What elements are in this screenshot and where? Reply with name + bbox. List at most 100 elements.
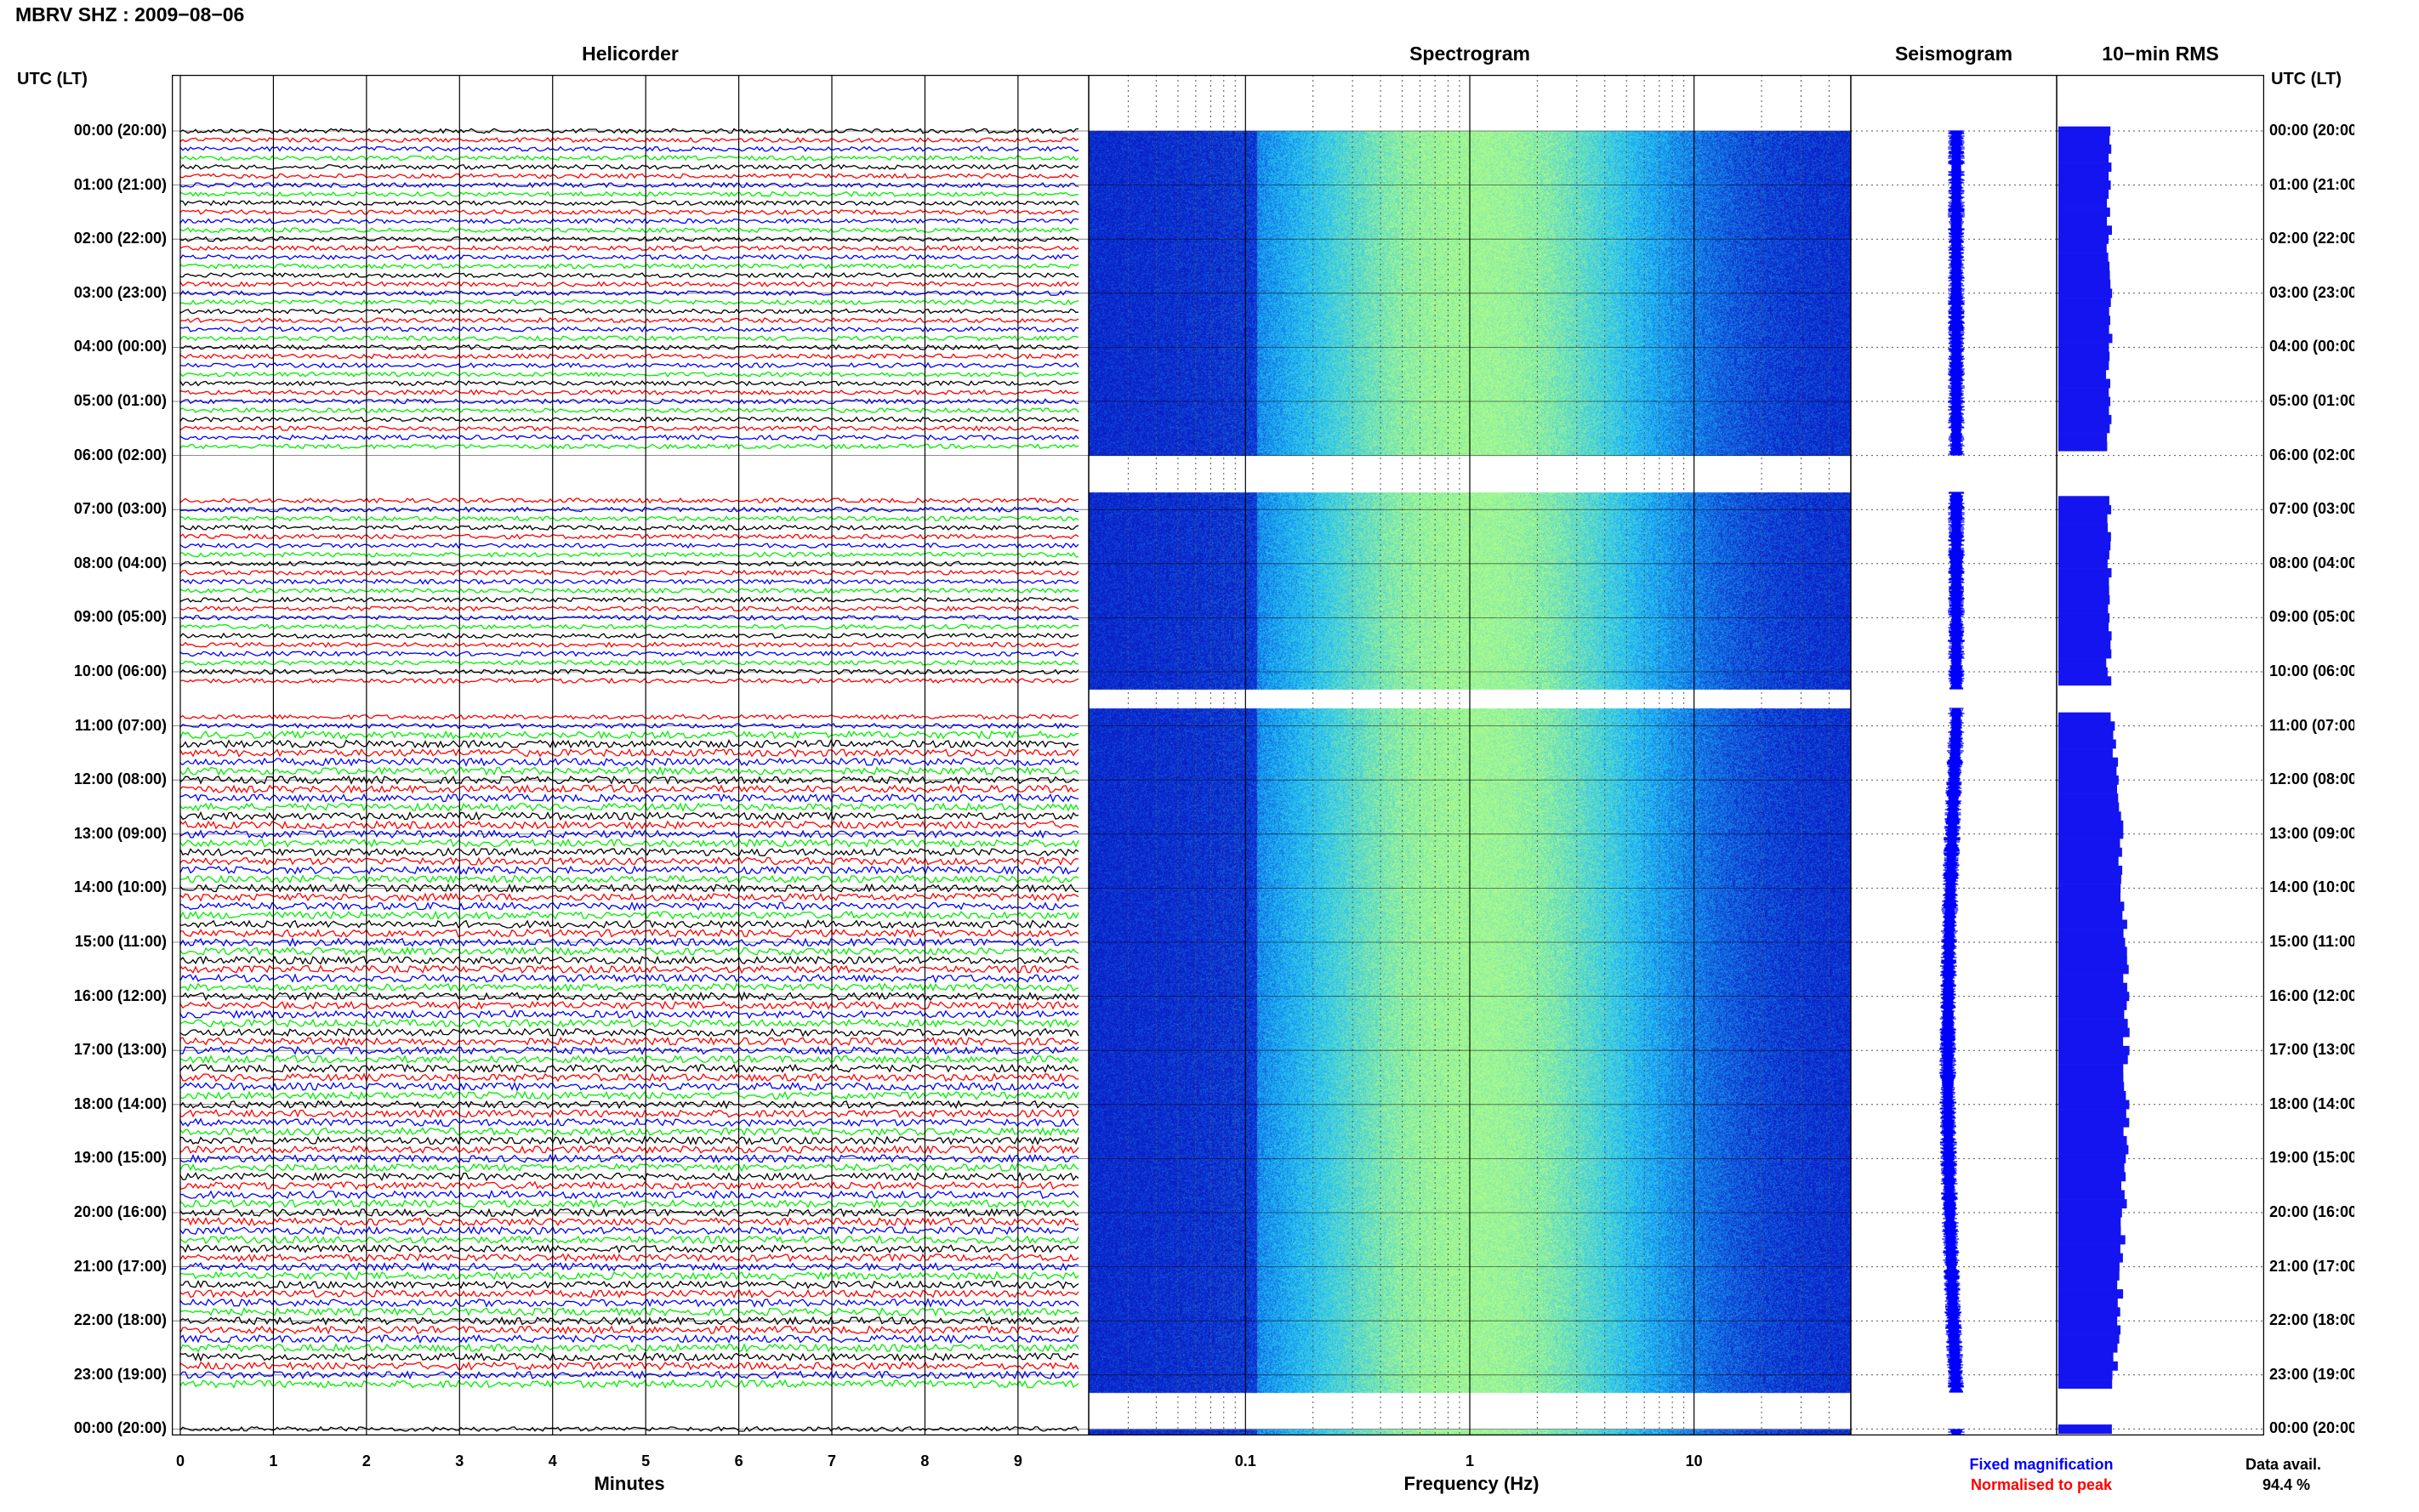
rms-bar [2058, 838, 2120, 848]
rms-bar [2058, 1090, 2126, 1100]
rms-bar [2058, 929, 2124, 938]
rms-bar [2058, 306, 2109, 316]
helicorder-x-tick-label: 4 [548, 1452, 557, 1469]
helicorder-plot [172, 75, 1089, 1435]
rms-bar [2058, 586, 2109, 596]
hour-label-left: 17:00 (13:00) [73, 1041, 167, 1059]
rms-bar [2058, 514, 2108, 524]
rms-bar [2058, 414, 2112, 424]
hour-label-right: 15:00 (11:00) [2269, 933, 2354, 950]
hour-label-right: 22:00 (18:00) [2269, 1311, 2354, 1329]
rms-bar [2058, 433, 2108, 442]
data-availability-value: 94.4 % [2262, 1476, 2311, 1493]
rms-bar [2058, 667, 2108, 677]
rms-bar [2058, 1352, 2114, 1362]
rms-bar [2058, 1172, 2126, 1182]
rms-bar [2058, 874, 2121, 884]
hour-label-right: 06:00 (02:00) [2269, 446, 2354, 463]
rms-bar [2058, 946, 2127, 957]
rms-bar [2058, 531, 2111, 542]
rms-bar [2058, 775, 2119, 785]
rms-bar [2058, 992, 2130, 1002]
seismogram-plot [1851, 130, 2057, 1435]
hour-label-left: 16:00 (12:00) [73, 986, 167, 1004]
spectrogram-title: Spectrogram [1409, 43, 1530, 65]
rms-bar [2058, 847, 2122, 857]
rms-bar [2058, 1208, 2122, 1218]
hour-label-left: 21:00 (17:00) [73, 1257, 167, 1275]
rms-bar [2058, 406, 2109, 416]
rms-bar [2058, 1082, 2125, 1092]
rms-bar [2058, 324, 2109, 334]
rms-bar [2058, 1135, 2127, 1145]
hour-label-left: 01:00 (21:00) [73, 175, 167, 193]
helicorder-x-axis-title: Minutes [594, 1473, 665, 1494]
hour-label-right: 18:00 (14:00) [2269, 1094, 2354, 1112]
rms-bar [2058, 1109, 2126, 1118]
rms-bar [2058, 388, 2109, 397]
hour-label-right: 00:00 (20:00) [2269, 122, 2354, 139]
rms-bar [2058, 270, 2110, 281]
hour-label-right: 20:00 (16:00) [2269, 1203, 2354, 1220]
rms-bar [2058, 126, 2111, 136]
rms-bar [2058, 198, 2108, 208]
rms-bar [2058, 243, 2107, 253]
rms-bar [2058, 793, 2119, 803]
rms-bar [2058, 559, 2108, 569]
helicorder-x-tick-label: 6 [734, 1452, 743, 1469]
rms-bar [2058, 982, 2127, 992]
rms-bar [2058, 1145, 2129, 1155]
station-title: MBRV SHZ : 2009−08−06 [15, 3, 245, 26]
rms-bar [2058, 1199, 2127, 1208]
seismogram-trace [1939, 130, 1965, 1435]
rms-bar [2058, 1019, 2128, 1028]
hour-label-left: 15:00 (11:00) [74, 933, 167, 950]
rms-bar [2058, 721, 2115, 731]
helicorder-x-tick-label: 0 [175, 1452, 185, 1469]
hour-label-right: 01:00 (21:00) [2269, 175, 2354, 193]
helicorder-x-tick-label: 8 [920, 1452, 930, 1469]
rms-bar [2058, 748, 2113, 758]
rms-bar [2058, 676, 2112, 686]
rms-bar [2058, 884, 2121, 893]
helicorder-x-tick-label: 7 [827, 1452, 836, 1469]
rms-bar [2058, 541, 2111, 551]
helicorder-x-tick-label: 2 [361, 1452, 371, 1469]
right-axis-label: UTC (LT) [2271, 70, 2342, 88]
hour-label-right: 12:00 (08:00) [2269, 770, 2354, 788]
rms-bar [2058, 1054, 2128, 1065]
rms-bar [2058, 1190, 2125, 1200]
rms-bar [2058, 549, 2109, 560]
rms-bar [2058, 279, 2111, 289]
rms-bar [2058, 766, 2117, 776]
helicorder-title: Helicorder [582, 43, 679, 65]
rms-bar [2058, 1064, 2124, 1073]
rms-bar [2058, 1334, 2120, 1344]
rms-bar [2058, 234, 2109, 244]
rms-bar [2058, 135, 2110, 145]
rms-bar [2058, 523, 2109, 532]
rms-bar [2058, 568, 2112, 577]
hour-label-right: 10:00 (06:00) [2269, 662, 2354, 679]
rms-bar [2058, 261, 2110, 271]
hour-label-right: 17:00 (13:00) [2269, 1041, 2354, 1059]
rms-bar [2058, 865, 2123, 875]
rms-bar [2058, 333, 2113, 344]
hour-label-right: 03:00 (23:00) [2269, 283, 2354, 301]
hour-label-right: 11:00 (07:00) [2269, 716, 2354, 734]
helicorder-x-tick-label: 5 [641, 1452, 651, 1469]
spectrogram-x-tick-label: 0.1 [1234, 1452, 1256, 1469]
hour-label-left: 08:00 (04:00) [73, 554, 167, 571]
rms-bar [2058, 712, 2111, 722]
rms-bar [2058, 1316, 2118, 1326]
helicorder-x-tick-label: 1 [269, 1452, 278, 1469]
spectrogram-x-tick-label: 10 [1685, 1452, 1703, 1469]
rms-bar [2058, 1280, 2118, 1290]
rms-bar [2058, 189, 2109, 199]
rms-bar [2058, 343, 2109, 352]
hour-label-right: 23:00 (19:00) [2269, 1365, 2354, 1383]
rms-bar [2058, 496, 2109, 506]
hour-label-right: 00:00 (20:00) [2269, 1419, 2354, 1437]
rms-bar [2058, 180, 2111, 190]
hour-label-right: 19:00 (15:00) [2269, 1149, 2354, 1167]
